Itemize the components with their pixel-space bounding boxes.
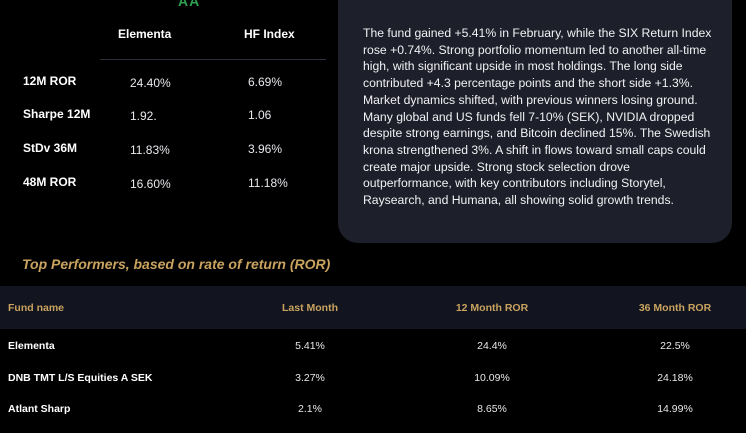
metric-hf-index-value: 6.69% <box>248 75 283 89</box>
column-header-12m-ror: 12 Month ROR <box>455 302 529 314</box>
metric-label: 48M ROR <box>23 175 77 189</box>
column-header-last-month: Last Month <box>282 302 338 314</box>
metric-hf-index-value: 11.18% <box>248 176 288 190</box>
metric-elementa-value: 11.83% <box>130 143 170 157</box>
metrics-header-elementa: Elementa <box>118 27 172 41</box>
metric-elementa-value: 1.92. <box>130 109 157 123</box>
ror-12m-value: 8.65% <box>477 403 507 415</box>
fund-rating: AA <box>178 0 201 9</box>
top-performers-title: Top Performers, based on rate of return … <box>22 256 331 272</box>
last-month-value: 3.27% <box>295 372 325 384</box>
ror-12m-value: 10.09% <box>474 372 510 384</box>
metrics-divider <box>100 59 326 60</box>
table-row: Atlant Sharp 2.1% 8.65% 14.99% <box>0 403 746 433</box>
ror-36m-value: 14.99% <box>657 403 693 415</box>
table-row: Elementa 5.41% 24.4% 22.5% <box>0 340 746 370</box>
ror-36m-value: 22.5% <box>660 340 690 352</box>
metric-label: StDv 36M <box>23 141 78 155</box>
table-header: Fund name Last Month 12 Month ROR 36 Mon… <box>0 286 746 329</box>
last-month-value: 5.41% <box>295 340 325 352</box>
table-row: DNB TMT L/S Equities A SEK 3.27% 10.09% … <box>0 372 746 402</box>
fund-name: DNB TMT L/S Equities A SEK <box>8 372 153 384</box>
ror-12m-value: 24.4% <box>477 340 507 352</box>
commentary-text: The fund gained +5.41% in February, whil… <box>363 26 712 208</box>
metric-hf-index-value: 3.96% <box>248 142 283 156</box>
ror-36m-value: 24.18% <box>657 372 693 384</box>
metric-label: 12M ROR <box>23 74 77 88</box>
metric-label: Sharpe 12M <box>23 107 91 121</box>
metric-elementa-value: 24.40% <box>130 76 171 90</box>
metric-elementa-value: 16.60% <box>130 177 171 191</box>
last-month-value: 2.1% <box>298 403 322 415</box>
column-header-fund-name: Fund name <box>8 302 65 314</box>
fund-name: Atlant Sharp <box>8 403 71 415</box>
metric-hf-index-value: 1.06 <box>248 108 272 122</box>
metrics-header-hf-index: HF Index <box>244 27 295 41</box>
fund-name: Elementa <box>8 340 55 352</box>
column-header-36m-ror: 36 Month ROR <box>638 302 712 314</box>
commentary-panel: The fund gained +5.41% in February, whil… <box>338 0 732 243</box>
